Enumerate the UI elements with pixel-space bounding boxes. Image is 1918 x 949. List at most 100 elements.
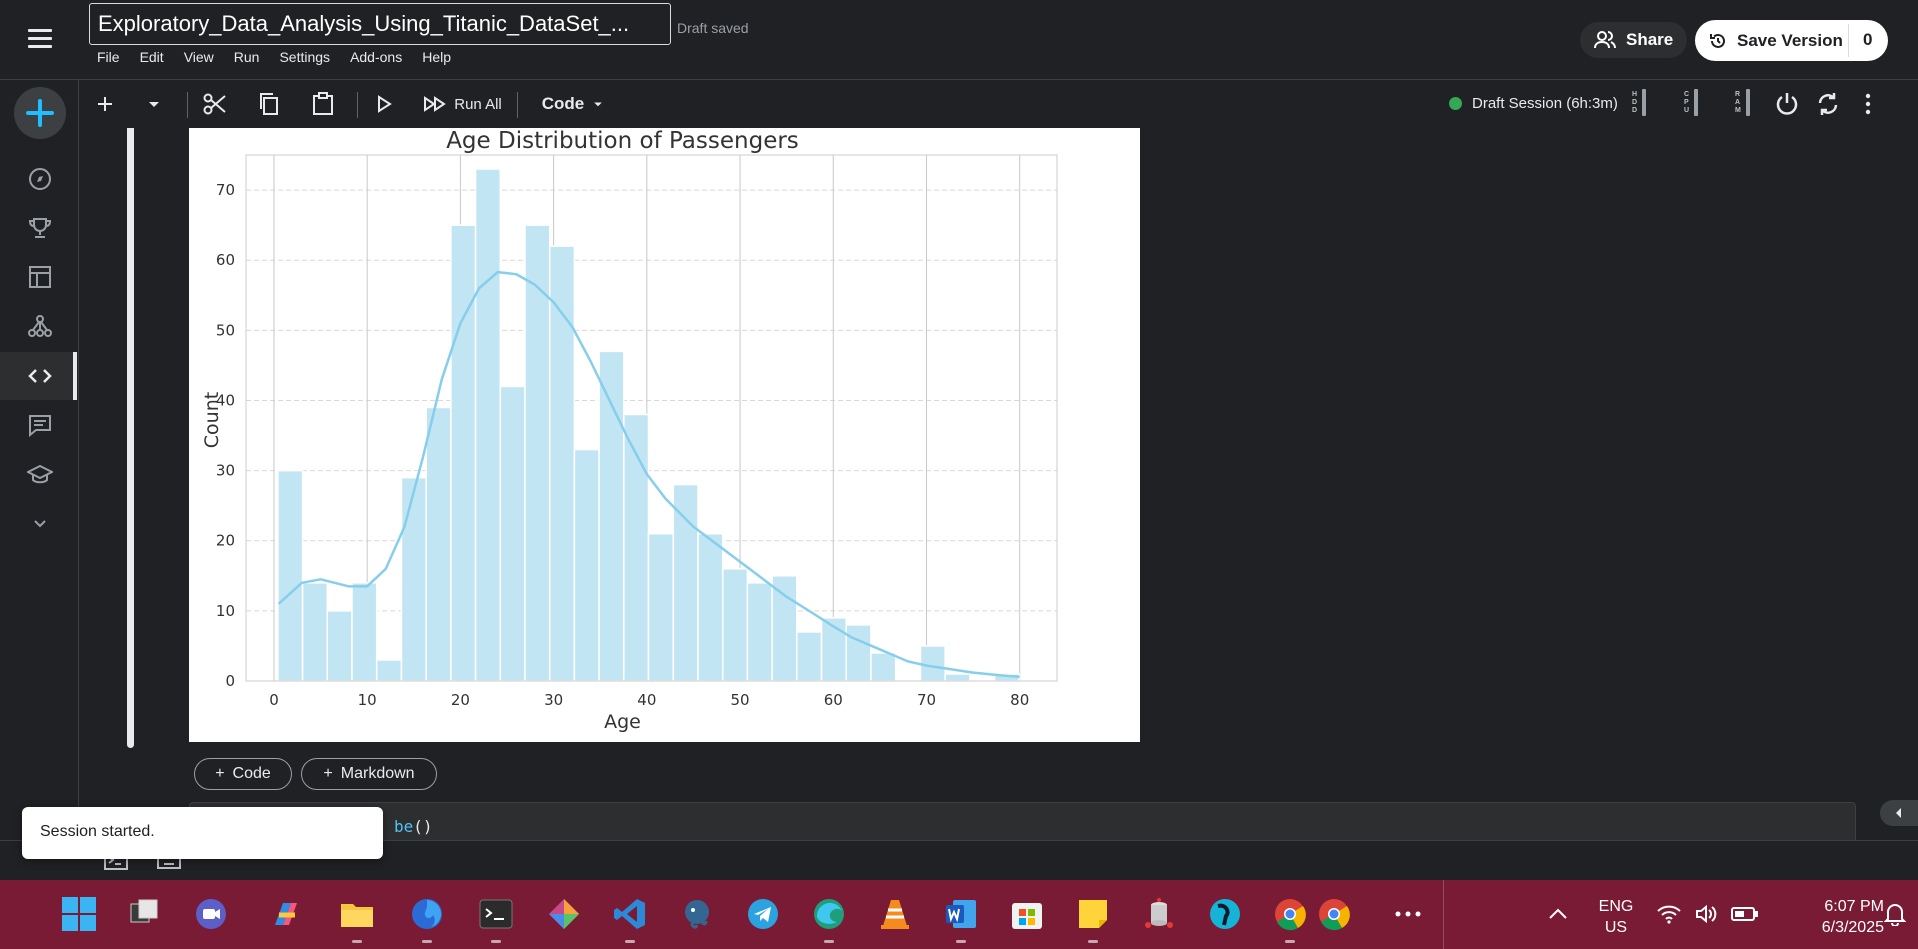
toolbar-divider: [357, 92, 358, 118]
histogram-bar: [647, 532, 675, 682]
wifi-icon[interactable]: [1654, 894, 1684, 934]
vpn-app-icon[interactable]: [1205, 894, 1245, 934]
add-markdown-cell-button[interactable]: + Markdown: [301, 758, 437, 790]
task-view-icon[interactable]: [125, 894, 165, 934]
menu-edit[interactable]: Edit: [139, 49, 164, 65]
file-explorer-icon[interactable]: [337, 894, 377, 934]
create-button[interactable]: [14, 87, 66, 139]
x-tick-label: 30: [544, 691, 563, 709]
code-cell-editor[interactable]: be(): [189, 802, 1856, 840]
x-axis-label: Age: [604, 711, 641, 733]
db-app-icon[interactable]: [1139, 894, 1179, 934]
running-indicator: [625, 940, 635, 943]
trophy-icon[interactable]: [24, 212, 56, 244]
histogram-bar: [400, 476, 427, 682]
menu-settings[interactable]: Settings: [279, 49, 331, 65]
selected-cell-indicator: [127, 128, 134, 748]
cell-type-select[interactable]: Code: [535, 89, 615, 119]
histogram-bar: [746, 582, 773, 682]
windows-start-icon[interactable]: [59, 894, 99, 934]
more-options-button[interactable]: [1852, 89, 1884, 119]
code-method-fragment: be: [394, 817, 414, 836]
notification-bell-icon[interactable]: [1880, 894, 1910, 934]
menu-help[interactable]: Help: [422, 49, 452, 65]
plus-icon: +: [323, 765, 333, 782]
power-button[interactable]: [1771, 89, 1803, 119]
menu-bar: File Edit View Run Settings Add-ons Help: [97, 49, 471, 65]
chevron-down-icon[interactable]: [24, 508, 56, 540]
paste-button[interactable]: [307, 89, 339, 119]
y-tick-label: 30: [216, 462, 235, 480]
notebook-title-input[interactable]: Exploratory_Data_Analysis_Using_Titanic_…: [89, 3, 671, 45]
meet-app-icon[interactable]: [191, 894, 231, 934]
hamburger-menu-icon[interactable]: [22, 22, 58, 54]
edge-app-icon[interactable]: [809, 894, 849, 934]
histogram-bar: [573, 448, 600, 682]
code-call-parens: (): [413, 817, 433, 836]
sticky-notes-icon[interactable]: [1073, 894, 1113, 934]
terminal-icon[interactable]: [476, 894, 516, 934]
history-icon: [1710, 33, 1725, 48]
word-icon[interactable]: [941, 894, 981, 934]
save-version-count[interactable]: 0: [1863, 30, 1873, 49]
chart-output: 0 10 20 30 40 50 60 70 80 0 10 20 30 40 50 60 70 Age Dist…: [189, 128, 1140, 742]
chrome-profile-1-icon[interactable]: [1270, 894, 1310, 934]
store-icon[interactable]: [1007, 894, 1047, 934]
copilot-app-icon[interactable]: [266, 894, 306, 934]
code-icon[interactable]: [24, 360, 56, 392]
restart-button[interactable]: [1812, 89, 1844, 119]
add-cell-button[interactable]: [90, 89, 120, 119]
table-icon[interactable]: [24, 261, 56, 293]
histogram-bar: [944, 673, 971, 682]
menu-run[interactable]: Run: [233, 49, 260, 65]
vscode-icon[interactable]: [610, 894, 650, 934]
cut-button[interactable]: [199, 89, 231, 119]
menu-view[interactable]: View: [183, 49, 214, 65]
menu-add-ons[interactable]: Add-ons: [350, 49, 403, 65]
chrome-profile-2-icon[interactable]: [1314, 894, 1354, 934]
x-tick-label: 40: [637, 691, 656, 709]
add-code-cell-button[interactable]: + Code: [194, 758, 292, 790]
models-icon[interactable]: [24, 310, 56, 342]
add-cell-dropdown[interactable]: [139, 89, 169, 119]
tray-chevron-up-icon[interactable]: [1538, 894, 1578, 934]
y-tick-label: 0: [225, 672, 235, 690]
menu-file[interactable]: File: [97, 49, 120, 65]
running-indicator: [1285, 940, 1295, 943]
y-tick-label: 10: [216, 602, 235, 620]
power-icon: [1776, 93, 1798, 115]
vlc-icon[interactable]: [875, 894, 915, 934]
run-all-label: Run All: [454, 95, 502, 113]
language-indicator[interactable]: ENG US: [1596, 896, 1636, 938]
firefox-icon[interactable]: [407, 894, 447, 934]
histogram-bar: [548, 245, 576, 682]
compass-icon[interactable]: [24, 163, 56, 195]
system-clock[interactable]: 6:07 PM 6/3/2025: [1774, 896, 1884, 938]
telegram-icon[interactable]: [743, 894, 783, 934]
run-all-button[interactable]: Run All: [417, 89, 507, 119]
git-app-icon[interactable]: [544, 894, 584, 934]
more-apps-icon[interactable]: [1388, 894, 1428, 934]
session-status[interactable]: Draft Session (6h:3m): [1449, 95, 1618, 112]
discussion-icon[interactable]: [24, 409, 56, 441]
battery-icon[interactable]: [1730, 894, 1760, 934]
collapse-panel-button[interactable]: [1880, 800, 1918, 826]
copy-button[interactable]: [253, 89, 285, 119]
y-tick-label: 60: [216, 251, 235, 269]
toolbar-divider: [517, 92, 518, 118]
save-version-button[interactable]: Save Version 0: [1695, 20, 1888, 61]
postgres-icon[interactable]: [677, 894, 717, 934]
windows-taskbar: ENG US 6:07 PM 6/3/2025: [0, 880, 1918, 949]
volume-icon[interactable]: [1692, 894, 1722, 934]
plot-frame: [245, 154, 1058, 682]
learn-icon[interactable]: [24, 459, 56, 491]
histogram-bar: [721, 568, 749, 682]
run-cell-button[interactable]: [368, 89, 400, 119]
share-button[interactable]: Share: [1580, 22, 1688, 58]
